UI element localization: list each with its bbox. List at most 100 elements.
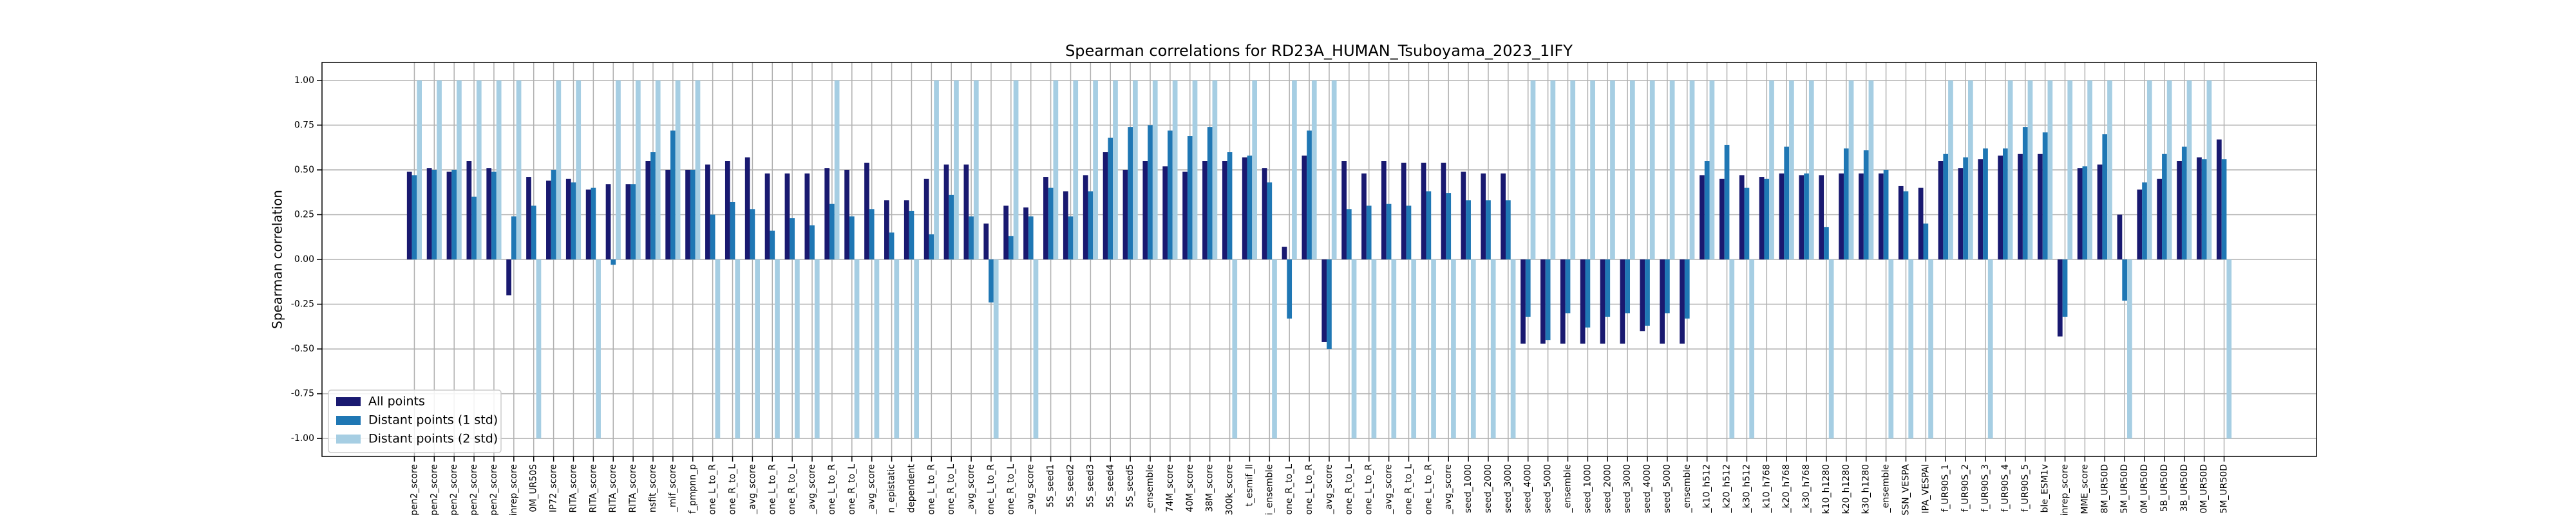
bar — [2057, 259, 2063, 337]
y-tick-label: -0.25 — [291, 299, 314, 310]
bar — [1192, 80, 1198, 260]
bar — [491, 171, 497, 259]
bar — [1759, 177, 1765, 259]
bar — [1804, 173, 1809, 259]
legend-label: Distant points (1 std) — [368, 413, 498, 427]
bar — [1640, 259, 1645, 332]
bar — [2166, 80, 2172, 260]
x-tick-label: _ensemble — [1563, 464, 1573, 513]
bar — [963, 164, 969, 259]
bar — [993, 259, 999, 439]
x-tick-label: seed_1000 — [1582, 464, 1593, 513]
x-tick-label: 5S_seed1 — [1046, 464, 1056, 507]
x-tick-label: inrep_score — [2060, 464, 2070, 515]
bar — [735, 259, 741, 439]
x-tick-label: 40M_score — [1185, 464, 1195, 512]
bar — [1645, 259, 1650, 326]
bar — [625, 184, 631, 259]
bar — [1351, 259, 1357, 439]
legend-label: All points — [368, 395, 425, 409]
x-tick-label: f_pmpnn_p — [688, 464, 698, 514]
bar — [1470, 259, 1476, 439]
x-tick-label: _avg_score — [747, 464, 757, 514]
chart-title: Spearman correlations for RD23A_HUMAN_Ts… — [1065, 42, 1573, 60]
bar — [1898, 185, 1904, 259]
bar — [1327, 259, 1332, 350]
x-tick-label: 0M_UR50D — [2199, 464, 2210, 514]
bar — [1998, 155, 2003, 259]
x-tick-label: one_L_to_R — [926, 464, 936, 515]
y-tick-label: 0.75 — [294, 120, 314, 130]
bar — [2102, 134, 2108, 259]
bar — [784, 173, 790, 259]
y-tick-label: -0.50 — [291, 344, 314, 354]
bar — [1843, 148, 1849, 259]
bar — [705, 164, 710, 259]
bar — [874, 259, 880, 439]
bar — [1665, 259, 1670, 314]
bar — [814, 259, 820, 439]
bar — [989, 259, 994, 303]
bar — [2003, 148, 2008, 259]
bar — [1978, 159, 1984, 259]
bar — [1967, 80, 1973, 260]
bar — [1660, 259, 1665, 344]
y-tick-label: -0.75 — [291, 389, 314, 399]
bar — [1779, 173, 1785, 259]
x-tick-label: f_UR90S_5 — [2020, 464, 2031, 512]
bar — [1520, 259, 1526, 344]
x-tick-label: k30_h1280 — [1861, 464, 1871, 514]
bar — [1784, 146, 1790, 259]
bar — [486, 168, 492, 259]
x-tick-label: _avg_score — [966, 464, 976, 514]
bar — [1063, 191, 1068, 259]
bar — [695, 80, 701, 260]
bar — [909, 211, 914, 259]
bar — [1789, 80, 1794, 260]
x-tick-label: 5B_UR50D — [2159, 464, 2170, 512]
bar — [1859, 173, 1864, 259]
x-tick-label: one_R_to_L — [728, 464, 738, 515]
x-tick-label: 5S_seed2 — [1065, 464, 1075, 507]
bar — [1128, 127, 1133, 259]
x-tick-label: _avg_score — [1026, 464, 1036, 514]
x-tick-label: 0M_UR50D — [2139, 464, 2150, 514]
bar — [1242, 157, 1247, 259]
bar — [1212, 80, 1218, 260]
bar — [1764, 178, 1770, 259]
x-tick-label: inrep_score — [509, 464, 519, 515]
bar — [1590, 80, 1595, 260]
bar — [1883, 169, 1889, 259]
bar — [1142, 161, 1148, 259]
bar — [457, 80, 462, 260]
bar — [770, 230, 775, 259]
bar — [1550, 80, 1556, 260]
bar — [431, 169, 437, 259]
bar — [1148, 125, 1153, 259]
bar — [670, 130, 676, 259]
y-tick-label: -1.00 — [291, 433, 314, 444]
x-tick-label: IPA_VESPAl — [1920, 464, 1931, 514]
bar — [2038, 153, 2043, 259]
bar — [934, 80, 939, 260]
bar — [1113, 80, 1118, 260]
bar — [2082, 166, 2088, 259]
bar — [929, 234, 934, 259]
bar — [630, 184, 636, 259]
x-tick-label: seed_5000 — [1662, 464, 1672, 513]
bar — [1923, 223, 1929, 259]
bar — [451, 169, 457, 259]
bar — [829, 203, 835, 259]
x-tick-label: 5S_seed5 — [1125, 464, 1135, 507]
bar — [1287, 259, 1293, 319]
bar — [894, 259, 900, 439]
x-tick-label: 5S_seed3 — [1085, 464, 1095, 507]
x-tick-label: seed_4000 — [1642, 464, 1653, 513]
x-tick-label: _k30_h512 — [1741, 464, 1752, 514]
x-tick-label: MME_score — [2079, 464, 2090, 514]
legend-swatch — [336, 397, 361, 406]
bar — [1501, 173, 1506, 259]
bar — [591, 187, 596, 259]
bar — [516, 80, 522, 260]
x-tick-label: _k10_h512 — [1702, 464, 1712, 514]
